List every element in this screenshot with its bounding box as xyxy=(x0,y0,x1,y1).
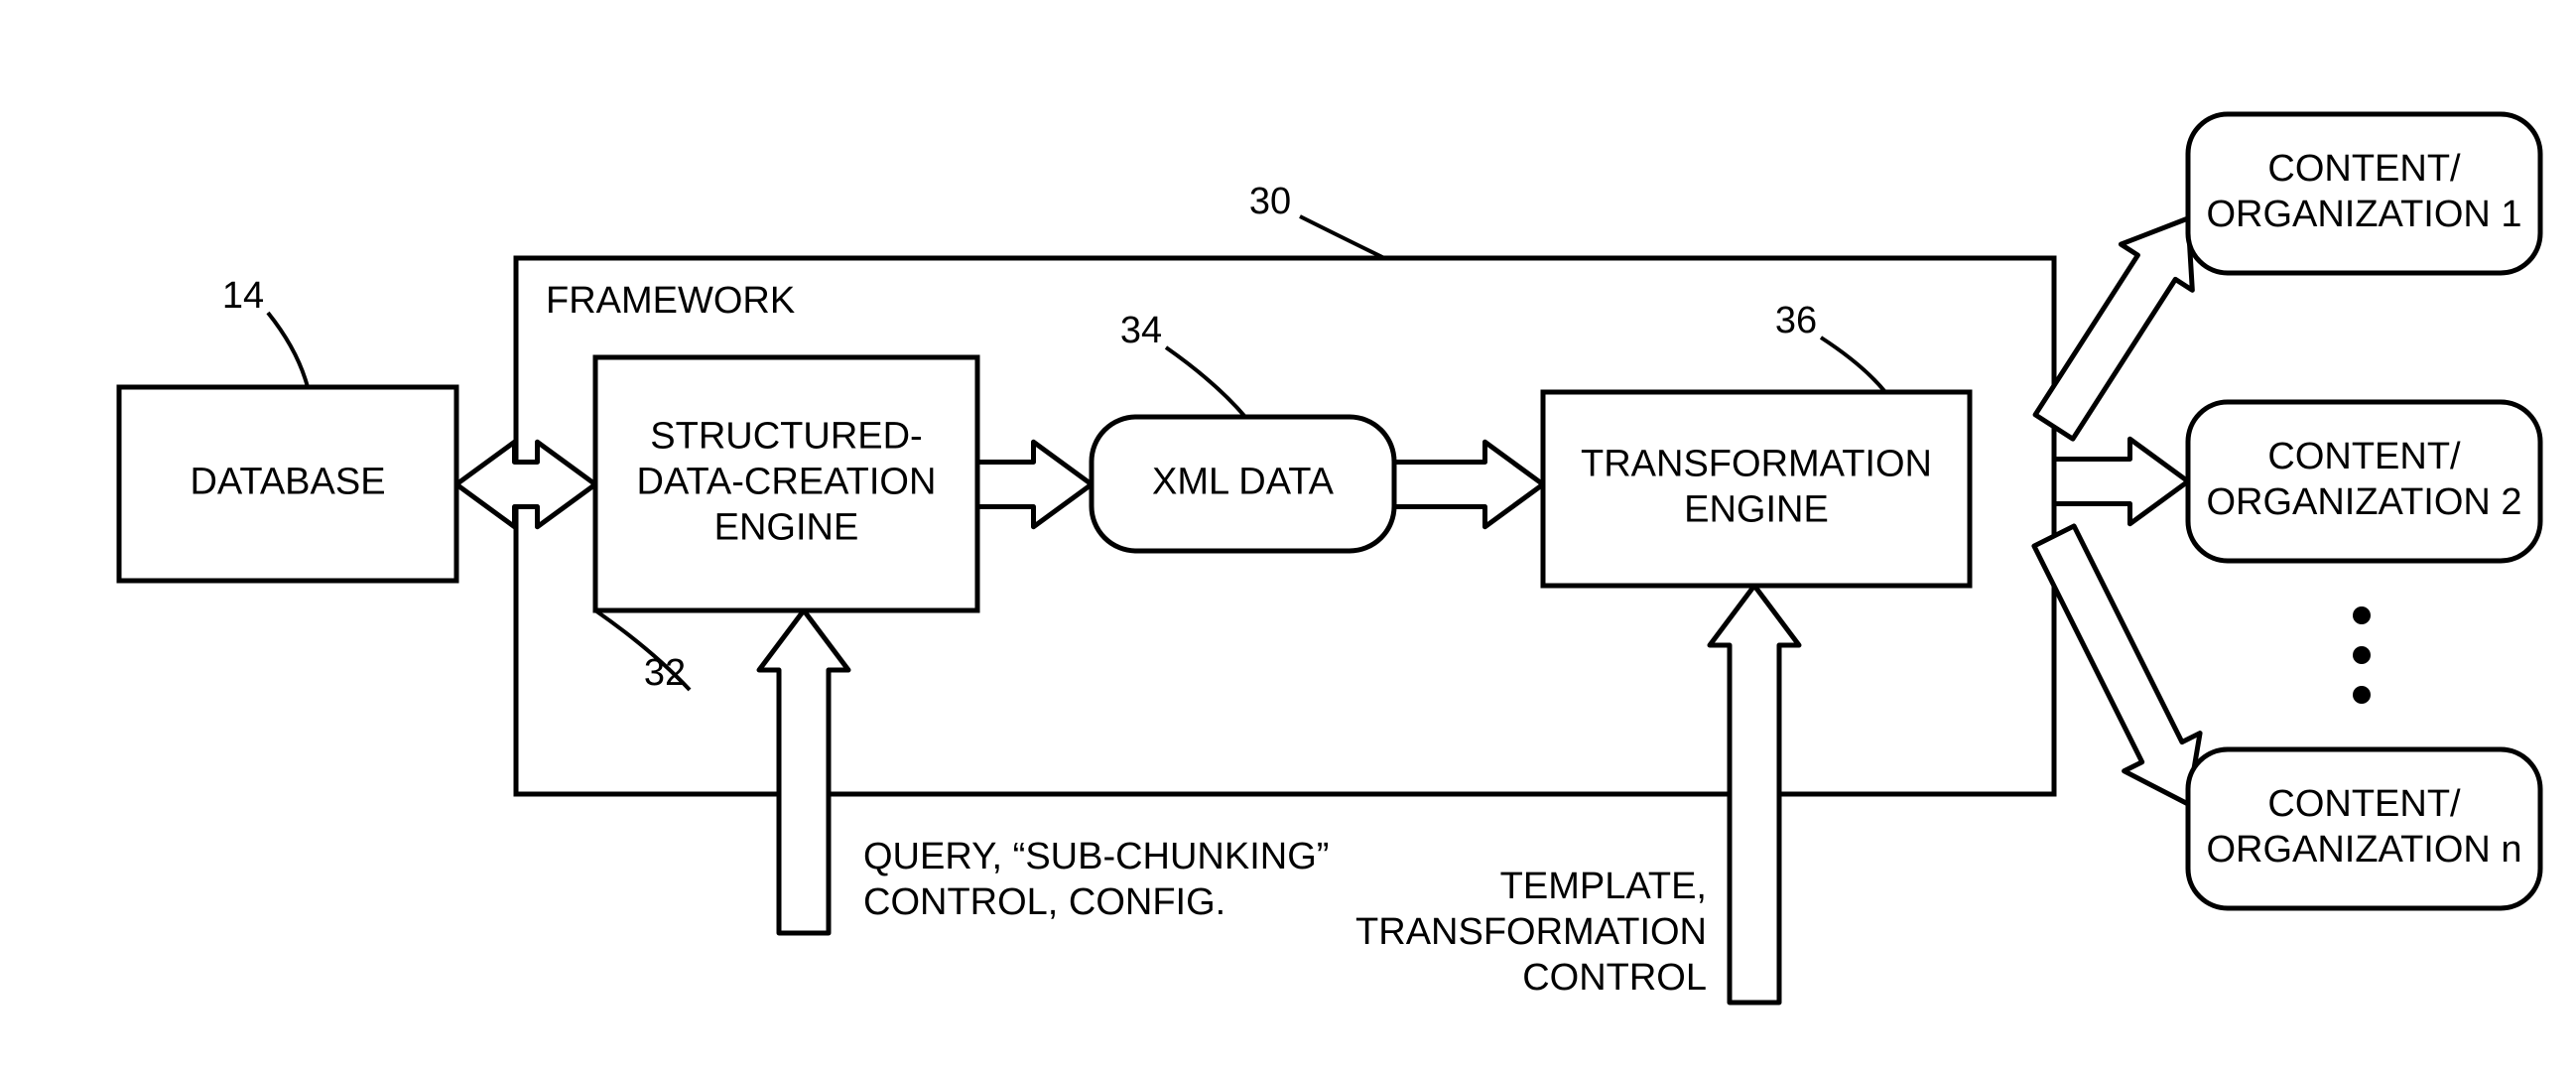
arrow-transform-to-out1 xyxy=(2035,218,2192,439)
arrow-query-input-label-1: CONTROL, CONFIG. xyxy=(863,881,1225,923)
node-outn-label-line-0: CONTENT/ xyxy=(2267,783,2461,825)
refnum-xml: 34 xyxy=(1120,310,1162,351)
node-database-label-line-0: DATABASE xyxy=(190,462,385,503)
node-out2-label-line-0: CONTENT/ xyxy=(2267,436,2461,477)
refnum-database: 14 xyxy=(222,275,264,317)
framework-label: FRAMEWORK xyxy=(546,280,795,322)
node-outn-label-line-1: ORGANIZATION n xyxy=(2206,829,2521,871)
ellipsis-dot-0 xyxy=(2353,606,2371,624)
arrow-transform-to-out2 xyxy=(2054,439,2188,524)
node-sdc-label-line-1: DATA-CREATION xyxy=(637,462,937,503)
node-sdc-label-line-0: STRUCTURED- xyxy=(650,416,922,458)
refnum-database-leader xyxy=(268,313,308,387)
node-transform-label-line-0: TRANSFORMATION xyxy=(1581,444,1932,485)
arrow-template-input-label-2: CONTROL xyxy=(1522,957,1707,999)
refnum-xml-leader xyxy=(1166,347,1245,417)
arrow-template-input-label-1: TRANSFORMATION xyxy=(1355,911,1707,953)
node-out1-label-line-0: CONTENT/ xyxy=(2267,148,2461,190)
arrow-xml-to-transform xyxy=(1394,442,1543,527)
ellipsis-dot-1 xyxy=(2353,646,2371,664)
arrow-query-input xyxy=(759,610,848,933)
node-xml-label-line-0: XML DATA xyxy=(1152,462,1335,503)
refnum-transform-leader xyxy=(1821,337,1885,392)
arrow-sdc-to-xml xyxy=(977,442,1092,527)
node-transform-label-line-1: ENGINE xyxy=(1684,489,1829,531)
refnum-sdc-leader xyxy=(595,610,690,690)
refnum-transform: 36 xyxy=(1775,300,1817,341)
arrow-template-input-label-0: TEMPLATE, xyxy=(1500,866,1707,907)
arrow-query-input-label-0: QUERY, “SUB-CHUNKING” xyxy=(863,836,1329,877)
arrow-db-to-sdc xyxy=(456,442,595,527)
ellipsis-dot-2 xyxy=(2353,686,2371,704)
node-out1-label-line-1: ORGANIZATION 1 xyxy=(2206,194,2521,235)
refnum-sdc: 32 xyxy=(644,652,686,694)
refnum-framework: 30 xyxy=(1249,181,1291,222)
node-sdc-label-line-2: ENGINE xyxy=(714,507,859,549)
refnum-framework-leader xyxy=(1300,216,1384,258)
node-out2-label-line-1: ORGANIZATION 2 xyxy=(2206,481,2521,523)
arrow-transform-to-outn xyxy=(2034,526,2200,804)
